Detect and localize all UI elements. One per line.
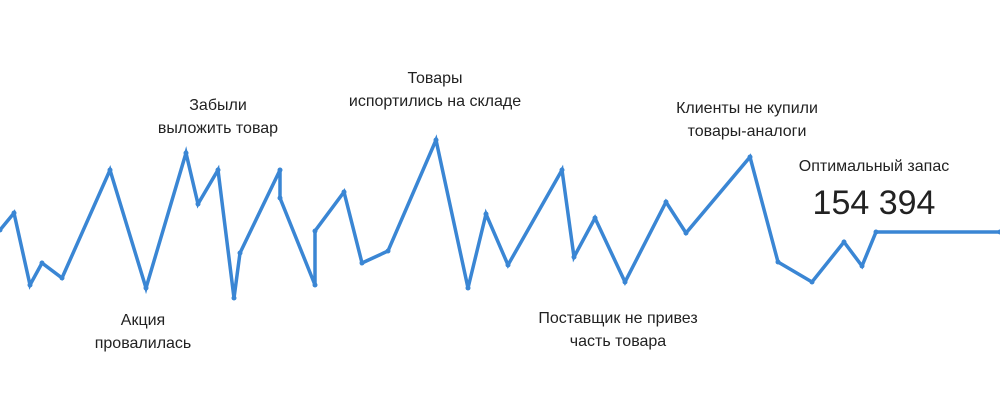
annotation: выложить товар (158, 120, 278, 137)
point (810, 280, 815, 285)
annotation: Поставщик не привез (538, 310, 697, 327)
point (748, 155, 753, 160)
point (484, 212, 489, 217)
point (278, 168, 283, 173)
point (623, 280, 628, 285)
point (12, 211, 17, 216)
annotation: испортились на складе (349, 93, 521, 110)
point (28, 283, 33, 288)
point (360, 261, 365, 266)
point (313, 229, 318, 234)
point (874, 230, 879, 235)
point (60, 276, 65, 281)
point (593, 216, 598, 221)
point (434, 138, 439, 143)
point (776, 260, 781, 265)
point (560, 168, 565, 173)
point (196, 202, 201, 207)
optimal-value: 154 394 (813, 184, 936, 222)
annotation: провалилась (95, 335, 192, 352)
point (313, 283, 318, 288)
annotation: товары-аналоги (688, 123, 807, 140)
point (664, 200, 669, 205)
point (238, 251, 243, 256)
point (386, 249, 391, 254)
point (506, 263, 511, 268)
point (108, 168, 113, 173)
point (40, 261, 45, 266)
point (860, 264, 865, 269)
annotation: Товары (407, 70, 462, 87)
annotation: Акция (121, 312, 165, 329)
point (184, 151, 189, 156)
point (842, 240, 847, 245)
optimal-label: Оптимальный запас (799, 158, 949, 175)
annotation: Забыли (189, 97, 247, 114)
point (684, 231, 689, 236)
point (232, 296, 237, 301)
point (216, 168, 221, 173)
point (572, 255, 577, 260)
annotation: часть товара (570, 333, 667, 350)
point (466, 286, 471, 291)
point (342, 190, 347, 195)
point (144, 286, 149, 291)
annotation: Клиенты не купили (676, 100, 818, 117)
point (278, 196, 283, 201)
